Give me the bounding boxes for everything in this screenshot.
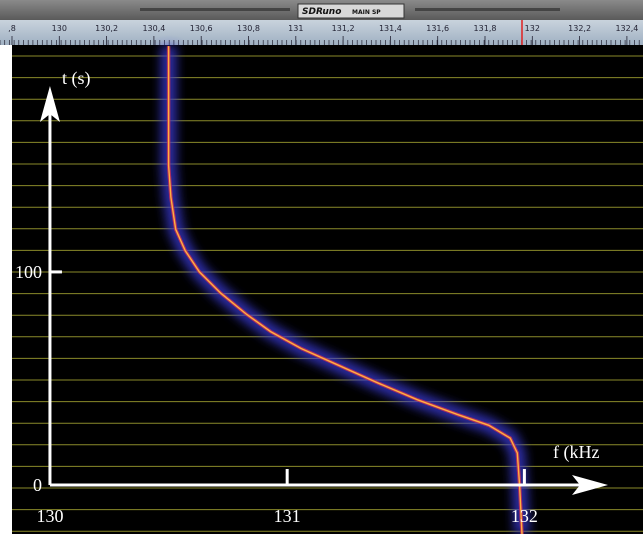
x-tick-label: 132 bbox=[511, 506, 538, 526]
y-tick-label: 0 bbox=[33, 475, 42, 495]
ruler-label: 131,4 bbox=[379, 24, 402, 33]
ruler-label: ,8 bbox=[8, 24, 16, 33]
ruler-label: 131,2 bbox=[332, 24, 355, 33]
x-tick-label: 130 bbox=[36, 506, 63, 526]
ruler-label: 131,8 bbox=[474, 24, 497, 33]
screen: SDRuno MAIN SP ,8 130 130,2 130,4 130,6 130,8… bbox=[0, 0, 643, 534]
y-axis-label: t (s) bbox=[62, 68, 91, 89]
x-tick-label: 131 bbox=[274, 506, 301, 526]
ruler-label: 132 bbox=[525, 24, 540, 33]
bar-groove bbox=[415, 8, 560, 11]
ruler-label: 130,6 bbox=[190, 24, 213, 33]
ruler-label: 130,4 bbox=[142, 24, 165, 33]
app-title: SDRuno bbox=[302, 7, 341, 17]
ruler-label: 130,8 bbox=[237, 24, 260, 33]
y-tick-label: 100 bbox=[15, 262, 42, 282]
ruler-label: 130,2 bbox=[95, 24, 118, 33]
waterfall bbox=[0, 45, 643, 534]
ruler-label: 132,4 bbox=[615, 24, 638, 33]
app-subtitle: MAIN SP bbox=[352, 9, 381, 16]
x-axis-label: f (kHz bbox=[553, 442, 599, 463]
ruler-label: 131 bbox=[288, 24, 303, 33]
bar-groove bbox=[140, 8, 290, 11]
ruler-label: 132,2 bbox=[568, 24, 591, 33]
ruler-label: 130 bbox=[52, 24, 67, 33]
page: SDRuno MAIN SP ,8 130 130,2 130,4 130,6 130,8… bbox=[0, 0, 643, 534]
ruler-label: 131,6 bbox=[426, 24, 449, 33]
left-margin bbox=[0, 45, 12, 534]
